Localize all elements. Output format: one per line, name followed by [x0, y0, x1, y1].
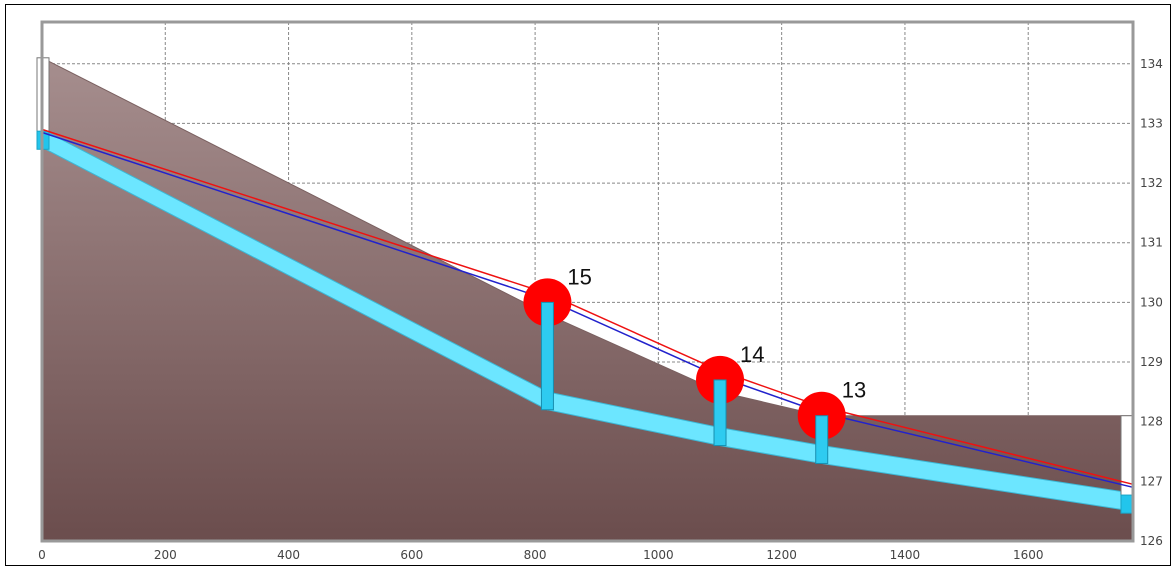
y-tick-label: 127 — [1140, 474, 1163, 488]
y-tick-label: 126 — [1140, 534, 1163, 548]
axes: 0 200 400 600 800 1000 1200 1400 1600 126 127 128 12… — [38, 20, 1163, 562]
y-tick-label: 128 — [1140, 415, 1163, 429]
node-riser — [540, 301, 554, 411]
x-tick-label: 800 — [524, 548, 547, 562]
node-riser — [815, 415, 829, 464]
node-label: 13 — [842, 378, 866, 403]
y-tick-label: 129 — [1140, 355, 1163, 369]
x-tick-label: 600 — [400, 548, 423, 562]
node-label: 14 — [740, 342, 764, 367]
node-riser — [713, 379, 727, 447]
x-tick-label: 0 — [38, 548, 46, 562]
x-tick-label: 1000 — [643, 548, 674, 562]
plot-border — [40, 20, 1135, 543]
y-tick-label: 133 — [1140, 116, 1163, 130]
y-tick-label: 130 — [1140, 295, 1163, 309]
x-tick-label: 400 — [277, 548, 300, 562]
node-label: 15 — [567, 264, 591, 289]
x-tick-label: 200 — [154, 548, 177, 562]
chart-frame — [5, 4, 1171, 566]
outfall-water — [1120, 494, 1134, 514]
y-tick-label: 131 — [1140, 236, 1163, 250]
nodes: 15 14 13 — [523, 264, 866, 464]
x-tick-label: 1400 — [890, 548, 921, 562]
y-tick-label: 132 — [1140, 176, 1163, 190]
y-tick-label: 134 — [1140, 57, 1163, 71]
x-tick-label: 1600 — [1013, 548, 1044, 562]
x-tick-label: 1200 — [766, 548, 797, 562]
